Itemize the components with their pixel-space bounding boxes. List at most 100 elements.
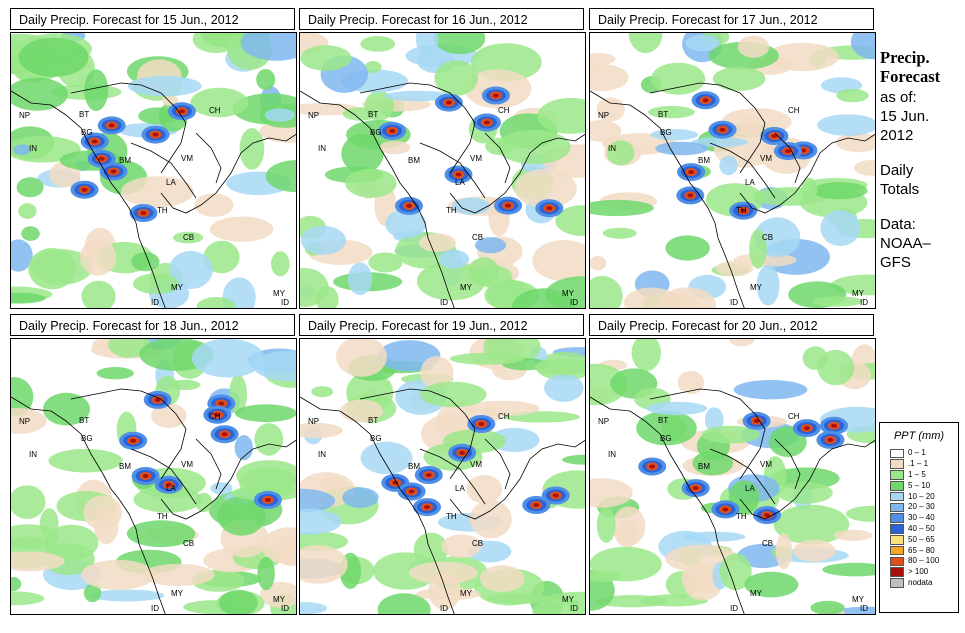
- precip-area: [348, 262, 373, 296]
- border-line: [419, 448, 486, 505]
- legend-item: 5 – 10: [890, 480, 958, 491]
- precip-cell: [389, 128, 396, 133]
- precip-area: [271, 251, 290, 277]
- precip-area: [311, 386, 334, 398]
- country-label: ID: [860, 604, 868, 613]
- legend-item: 10 – 20: [890, 491, 958, 502]
- precip-area: [532, 240, 585, 282]
- legend-label: 50 – 65: [908, 534, 935, 544]
- precip-area: [682, 531, 746, 542]
- precip-cell: [827, 437, 834, 442]
- country-label: CH: [788, 412, 800, 421]
- precip-area: [812, 182, 868, 200]
- precip-area: [409, 561, 478, 584]
- country-label: MY: [750, 589, 763, 598]
- precip-area: [16, 177, 44, 198]
- sidebar-title-line1: Precip.: [880, 48, 930, 67]
- country-label: VM: [760, 460, 772, 469]
- legend-item: 20 – 30: [890, 502, 958, 513]
- precip-area: [438, 249, 470, 269]
- precip-area: [360, 36, 396, 52]
- country-label: MY: [460, 589, 473, 598]
- legend-label: 0 – 1: [908, 448, 926, 458]
- precip-area: [692, 450, 734, 476]
- precip-area: [820, 210, 861, 246]
- precip-area: [596, 595, 668, 608]
- country-label: CH: [788, 106, 800, 115]
- precip-area: [364, 61, 382, 73]
- precip-area: [18, 203, 37, 219]
- country-label: MY: [171, 589, 184, 598]
- precip-area: [562, 454, 585, 465]
- precip-area: [368, 252, 403, 273]
- precip-map: NP BT BG IN BM CH VM LA TH CB MY ID MY ID: [299, 338, 586, 615]
- legend-item: nodata: [890, 578, 958, 589]
- country-label: NP: [598, 111, 609, 120]
- precip-area: [342, 487, 379, 508]
- precip-area: [265, 160, 296, 193]
- precip-area: [474, 237, 507, 254]
- legend-label: 20 – 30: [908, 502, 935, 512]
- precip-area: [469, 500, 512, 539]
- precip-area: [340, 399, 383, 423]
- precip-area: [210, 482, 233, 495]
- border-line: [709, 448, 776, 505]
- border-line: [590, 396, 745, 614]
- precip-area: [596, 97, 625, 122]
- country-label: TH: [446, 206, 457, 215]
- legend-swatch: [890, 470, 904, 480]
- country-label: CB: [762, 233, 773, 242]
- precip-cell: [152, 132, 159, 137]
- country-label: BG: [660, 128, 672, 137]
- border-line: [649, 82, 766, 174]
- legend-label: 1 – 5: [908, 469, 926, 479]
- precip-cell: [803, 426, 810, 431]
- data-source-2: GFS: [880, 254, 911, 271]
- precip-area: [650, 129, 698, 141]
- precip-area: [451, 197, 490, 215]
- precip-cell: [218, 401, 225, 406]
- precip-area: [685, 34, 720, 52]
- precip-area: [418, 233, 457, 252]
- precip-area: [449, 352, 524, 365]
- precip-area: [11, 485, 46, 519]
- precip-area: [677, 370, 705, 395]
- precip-area: [701, 425, 761, 444]
- country-label: LA: [166, 484, 176, 493]
- country-label: ID: [570, 604, 578, 613]
- precip-area: [511, 288, 576, 308]
- precip-area: [434, 60, 479, 96]
- precip-area: [756, 265, 780, 306]
- precip-area: [833, 529, 873, 541]
- precip-area: [737, 35, 770, 58]
- legend-swatch: [890, 448, 904, 459]
- legend-swatch: [890, 459, 904, 469]
- country-label: LA: [455, 178, 465, 187]
- precip-area: [11, 77, 68, 111]
- precip-area: [93, 506, 119, 545]
- country-label: ID: [440, 298, 448, 307]
- precip-cell: [408, 489, 415, 494]
- precip-area: [192, 33, 239, 54]
- country-label: BM: [119, 462, 131, 471]
- legend-swatch: [890, 567, 904, 577]
- country-label: NP: [308, 417, 319, 426]
- border-line: [359, 82, 476, 174]
- legend-label: nodata: [908, 577, 933, 587]
- country-label: BM: [698, 156, 710, 165]
- precip-map: NP BT BG IN BM CH VM LA TH CB MY ID MY ID: [299, 32, 586, 309]
- precip-cell: [140, 211, 147, 215]
- precip-area: [11, 591, 45, 606]
- legend-swatch: [890, 556, 904, 567]
- precip-area: [196, 297, 236, 308]
- border-line: [709, 142, 776, 199]
- border-line: [419, 142, 486, 199]
- border-line: [300, 396, 455, 614]
- country-label: VM: [760, 154, 772, 163]
- precip-cell: [98, 156, 105, 161]
- country-label: BT: [658, 416, 668, 425]
- precip-area: [80, 559, 155, 590]
- precip-area: [40, 508, 59, 538]
